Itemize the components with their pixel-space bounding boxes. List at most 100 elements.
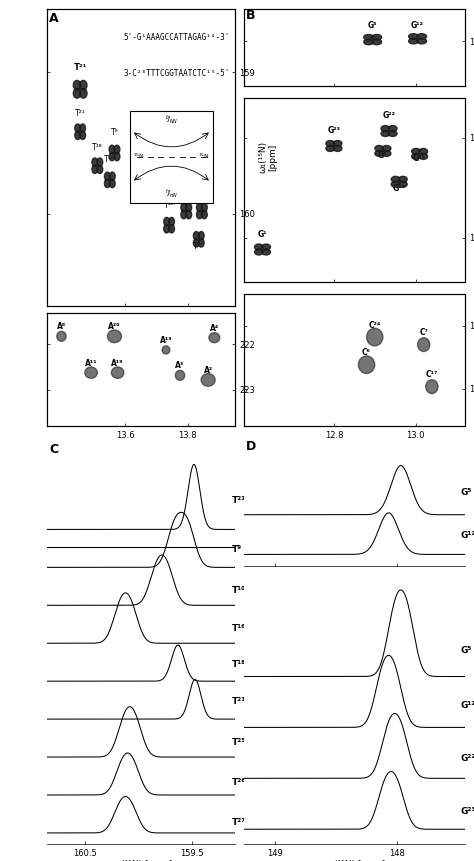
Text: T²⁶: T²⁶ [231, 778, 246, 787]
Ellipse shape [419, 153, 428, 159]
Ellipse shape [92, 165, 98, 173]
Ellipse shape [193, 232, 199, 240]
Ellipse shape [73, 89, 81, 98]
Ellipse shape [326, 140, 335, 146]
Text: A²: A² [203, 366, 213, 375]
Ellipse shape [104, 179, 110, 188]
Ellipse shape [333, 140, 342, 146]
Ellipse shape [388, 131, 397, 137]
Text: A¹⁹: A¹⁹ [111, 359, 124, 368]
Text: D: D [246, 440, 256, 454]
Ellipse shape [108, 330, 121, 343]
Ellipse shape [114, 146, 120, 153]
Ellipse shape [111, 367, 124, 378]
Ellipse shape [411, 153, 420, 159]
Ellipse shape [97, 165, 103, 173]
Ellipse shape [109, 152, 115, 161]
Text: G²²: G²² [383, 111, 395, 120]
Text: G¹²: G¹² [461, 531, 474, 540]
Ellipse shape [201, 374, 215, 387]
Ellipse shape [198, 238, 204, 247]
Text: A: A [49, 11, 59, 25]
Text: A⁸: A⁸ [57, 322, 66, 331]
Text: T¹⁸: T¹⁸ [231, 660, 246, 670]
Text: T²⁵: T²⁵ [231, 738, 246, 747]
Ellipse shape [372, 34, 382, 40]
Ellipse shape [201, 203, 207, 212]
Text: G¹²: G¹² [413, 154, 426, 163]
Ellipse shape [80, 124, 85, 133]
Ellipse shape [391, 182, 400, 187]
Ellipse shape [114, 152, 120, 161]
Text: G²³: G²³ [328, 126, 340, 135]
Ellipse shape [186, 203, 191, 212]
Text: A¹³: A¹³ [160, 336, 172, 345]
Ellipse shape [109, 179, 115, 188]
Ellipse shape [201, 210, 207, 219]
Ellipse shape [417, 34, 427, 40]
Ellipse shape [209, 332, 220, 343]
Text: A³: A³ [175, 362, 185, 370]
Text: $^{15}$N: $^{15}$N [198, 152, 210, 161]
Ellipse shape [255, 249, 263, 255]
Ellipse shape [73, 80, 81, 90]
Ellipse shape [418, 338, 430, 351]
Text: T²¹: T²¹ [231, 496, 246, 505]
Ellipse shape [169, 225, 174, 233]
Text: T²¹: T²¹ [73, 64, 87, 72]
Text: T¹⁶: T¹⁶ [164, 201, 174, 209]
Text: T¹⁰: T¹⁰ [231, 586, 246, 595]
Text: G¹⁴: G¹⁴ [393, 183, 406, 193]
Ellipse shape [381, 131, 390, 137]
Text: T⁹: T⁹ [110, 128, 118, 138]
Text: $^b\!J_{NN}$: $^b\!J_{NN}$ [164, 114, 178, 126]
Text: A¹¹: A¹¹ [85, 359, 97, 368]
Ellipse shape [162, 346, 170, 354]
Text: T²⁷: T²⁷ [231, 818, 246, 827]
Text: G¹²: G¹² [411, 21, 424, 30]
Ellipse shape [409, 39, 419, 44]
Text: T¹⁰: T¹⁰ [104, 155, 115, 164]
Ellipse shape [193, 238, 199, 247]
Ellipse shape [399, 182, 407, 187]
Ellipse shape [186, 210, 191, 219]
Text: T²⁵: T²⁵ [195, 188, 206, 197]
Ellipse shape [326, 146, 335, 152]
Text: T¹⁶: T¹⁶ [231, 624, 246, 633]
Ellipse shape [426, 380, 438, 393]
Ellipse shape [109, 172, 115, 181]
Ellipse shape [262, 244, 271, 250]
Ellipse shape [57, 331, 66, 341]
Text: C⁷: C⁷ [419, 328, 428, 338]
Text: C¹⁷: C¹⁷ [426, 370, 438, 379]
Text: G⁵: G⁵ [378, 151, 388, 160]
Ellipse shape [109, 146, 115, 153]
Ellipse shape [164, 217, 170, 226]
Text: T⁹: T⁹ [231, 545, 242, 554]
Text: T²¹: T²¹ [231, 697, 246, 706]
Ellipse shape [382, 151, 391, 157]
Ellipse shape [358, 356, 375, 374]
Ellipse shape [382, 146, 391, 152]
Ellipse shape [80, 80, 87, 90]
Ellipse shape [375, 151, 383, 157]
Ellipse shape [197, 203, 202, 212]
Ellipse shape [181, 203, 187, 212]
Ellipse shape [175, 370, 185, 381]
Text: C: C [49, 443, 58, 456]
Bar [130, 110, 213, 202]
Ellipse shape [104, 172, 110, 181]
Ellipse shape [75, 131, 81, 139]
Text: C²⁴: C²⁴ [369, 320, 381, 330]
Ellipse shape [181, 210, 187, 219]
Text: G¹²: G¹² [461, 701, 474, 710]
Ellipse shape [197, 210, 202, 219]
Text: C⁶: C⁶ [362, 348, 371, 357]
Text: G⁵: G⁵ [368, 21, 377, 30]
Ellipse shape [372, 40, 382, 45]
Text: G⁵: G⁵ [461, 488, 472, 497]
Ellipse shape [366, 328, 383, 346]
Ellipse shape [364, 40, 374, 45]
Ellipse shape [164, 225, 170, 233]
X-axis label: ω₂(¹H) [ppm]: ω₂(¹H) [ppm] [325, 443, 383, 452]
